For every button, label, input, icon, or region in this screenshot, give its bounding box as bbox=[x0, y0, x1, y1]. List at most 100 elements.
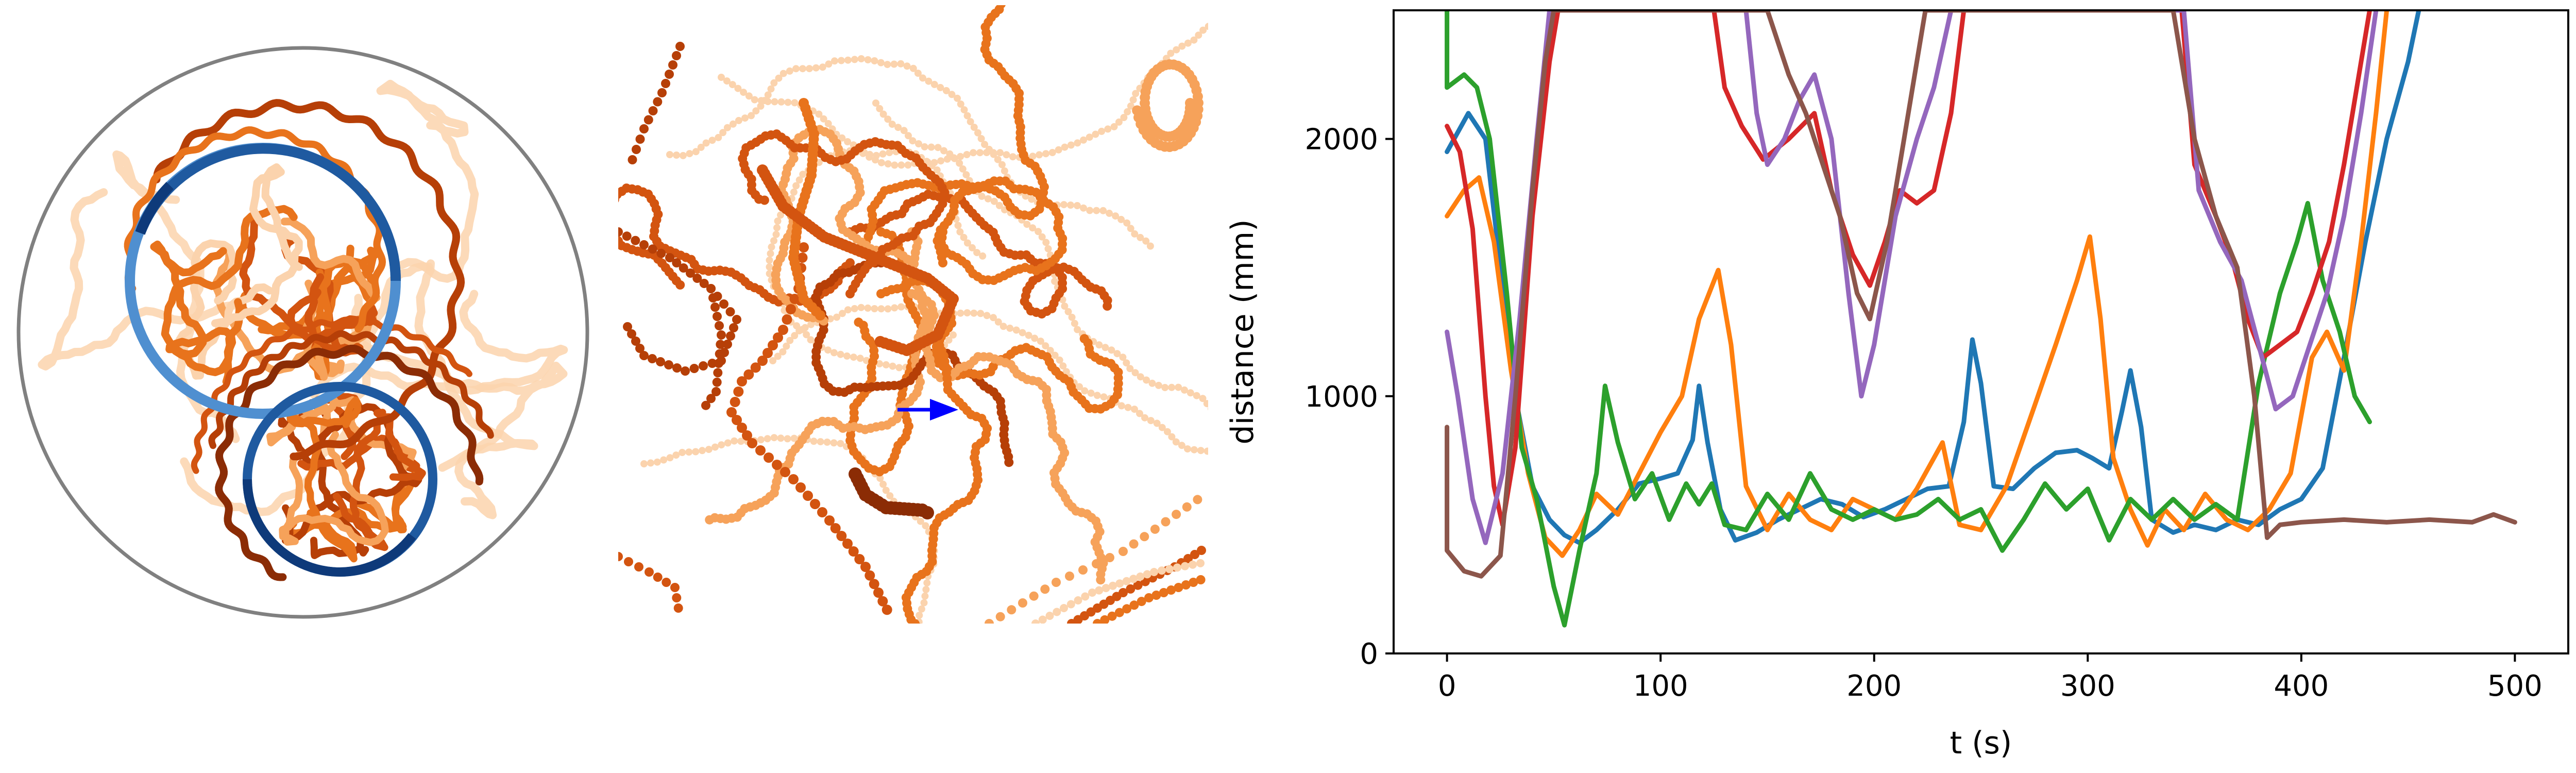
trajectory-dot bbox=[948, 91, 956, 98]
trajectory-dot bbox=[729, 120, 737, 128]
arena-track-scribble bbox=[211, 163, 303, 327]
trajectory-dot bbox=[1081, 387, 1089, 395]
trajectory-dot bbox=[735, 116, 742, 124]
trajectory-dot bbox=[923, 579, 931, 587]
trajectory-dot bbox=[732, 315, 741, 324]
diagonal-trajectory bbox=[1093, 575, 1206, 624]
trajectory-dot bbox=[1028, 715, 1036, 722]
trajectory-dot bbox=[1236, 453, 1244, 461]
trajectory-dot bbox=[672, 363, 682, 373]
trajectory-dot bbox=[925, 77, 933, 85]
trajectory-dot bbox=[1051, 277, 1059, 285]
trajectory-dot bbox=[1199, 26, 1207, 34]
trajectory-dot bbox=[673, 152, 680, 159]
trajectory-dot bbox=[807, 321, 815, 328]
trajectory-dot bbox=[1282, 466, 1289, 474]
trajectory-dot bbox=[708, 293, 718, 303]
trajectory-dot bbox=[706, 284, 716, 293]
distance-series-line-4 bbox=[1445, 10, 2372, 527]
dark-trajectory bbox=[618, 552, 683, 613]
trajectory-dot bbox=[810, 499, 820, 509]
trajectory-dot bbox=[1096, 575, 1106, 585]
trajectory-dot bbox=[772, 460, 782, 470]
trajectory-dot bbox=[1055, 146, 1062, 154]
trajectory-dot bbox=[783, 342, 790, 350]
trajectory-dot bbox=[1108, 346, 1115, 354]
trajectory-dot bbox=[1230, 15, 1237, 22]
trajectory-dot bbox=[886, 149, 893, 156]
trajectory-dot bbox=[922, 522, 929, 530]
trajectory-dot bbox=[755, 445, 766, 456]
trajectory-dot bbox=[904, 161, 912, 169]
trajectory-dot bbox=[864, 56, 872, 63]
trajectory-dot bbox=[990, 314, 997, 322]
trajectory-dot bbox=[857, 55, 865, 62]
trajectory-dot bbox=[1052, 578, 1061, 587]
trajectory-dot bbox=[716, 340, 725, 349]
trajectory-dot bbox=[1181, 562, 1189, 570]
trajectory-dot bbox=[910, 645, 919, 654]
trajectory-dot bbox=[775, 74, 783, 82]
trajectory-dot bbox=[977, 135, 985, 142]
trajectory-dot bbox=[1140, 532, 1149, 542]
trajectory-dot bbox=[784, 98, 792, 106]
trajectory-dot bbox=[731, 437, 738, 445]
trajectory-dot bbox=[960, 233, 968, 241]
trajectory-dot bbox=[959, 165, 967, 173]
trajectory-dot bbox=[1062, 368, 1070, 376]
trajectory-dot bbox=[1193, 392, 1200, 399]
trajectory-dot bbox=[1040, 584, 1050, 594]
trajectory-dot bbox=[930, 80, 938, 88]
trajectory-dot bbox=[672, 258, 682, 267]
trajectory-dot bbox=[836, 531, 847, 541]
trajectory-dot bbox=[1217, 17, 1224, 24]
trajectory-dot bbox=[1009, 153, 1016, 161]
trajectory-dot bbox=[999, 323, 1007, 330]
trajectory-dot bbox=[914, 629, 924, 638]
trajectory-dot bbox=[706, 394, 716, 404]
trajectory-dot bbox=[854, 317, 863, 327]
arena-track-lower bbox=[215, 344, 484, 581]
dark-trajectory bbox=[618, 227, 741, 376]
x-tick-label: 300 bbox=[2060, 669, 2115, 703]
trajectory-dot bbox=[963, 239, 971, 247]
trajectory-dot bbox=[871, 305, 878, 312]
trajectory-dot bbox=[662, 578, 671, 587]
trajectory-dot bbox=[815, 110, 823, 118]
trajectory-dot bbox=[1285, 465, 1292, 473]
trajectory-dot bbox=[949, 671, 956, 679]
trajectory-dot bbox=[817, 507, 827, 517]
trajectory-dot bbox=[1197, 447, 1205, 455]
trajectory-dot bbox=[1189, 578, 1198, 587]
trajectory-dot bbox=[723, 340, 732, 349]
trajectory-dot bbox=[786, 67, 793, 75]
distance-series-line-3 bbox=[1445, 10, 2372, 628]
trajectory-dot bbox=[1173, 46, 1180, 54]
trajectory-dot bbox=[1022, 716, 1029, 723]
trajectory-dot bbox=[672, 51, 681, 60]
trajectory-dot bbox=[851, 305, 858, 312]
trajectory-dot bbox=[618, 190, 622, 199]
trajectory-dot bbox=[702, 139, 710, 147]
trajectory-dot bbox=[917, 517, 924, 525]
trajectory-dot bbox=[998, 161, 1006, 169]
trajectory-dot bbox=[660, 456, 668, 464]
trajectory-dot bbox=[1098, 127, 1106, 135]
trajectory-dot bbox=[715, 349, 724, 359]
trajectory-dot bbox=[900, 127, 908, 135]
trajectory-dot bbox=[1110, 123, 1118, 130]
arena-track-lower bbox=[191, 316, 472, 474]
trajectory-dot bbox=[1136, 410, 1143, 417]
trajectory-dot bbox=[632, 145, 641, 154]
trajectory-dot bbox=[1029, 224, 1037, 232]
trajectory-dot bbox=[1118, 588, 1128, 597]
trajectory-dot bbox=[1178, 442, 1185, 449]
trajectory-dot bbox=[757, 102, 765, 110]
trajectory-dot bbox=[837, 350, 844, 358]
trajectory-dot bbox=[697, 143, 705, 151]
trajectory-dot bbox=[884, 160, 892, 167]
trajectory-dot bbox=[1276, 464, 1283, 471]
trajectory-dot bbox=[799, 171, 807, 178]
dark-trajectory bbox=[628, 42, 685, 164]
plot-frame bbox=[1393, 9, 2569, 654]
